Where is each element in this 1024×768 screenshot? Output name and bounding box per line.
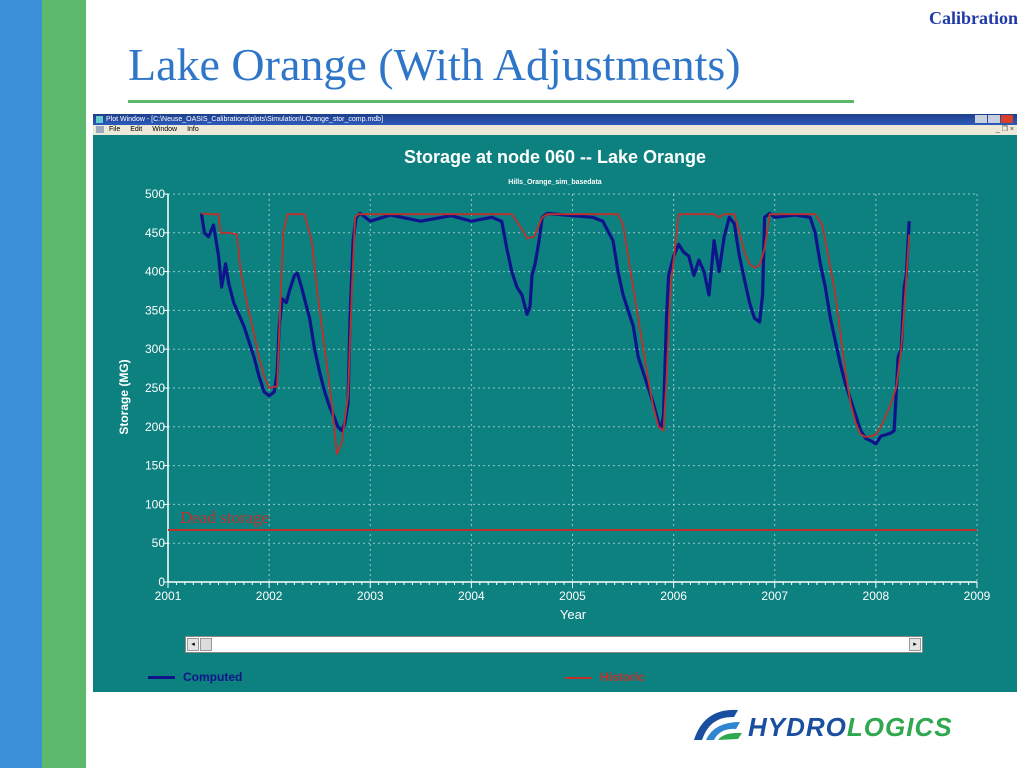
mdi-window-controls[interactable]: _ ❐ × [995, 126, 1014, 133]
y-tick-label: 450 [145, 226, 165, 240]
storage-chart: 0 50 100 150 200 250 300 350 400 450 500 2001 2002 20… [145, 187, 991, 603]
legend-historic: Historic [565, 670, 645, 684]
menu-file[interactable]: File [108, 126, 121, 133]
chart-subtitle: Hills_Orange_sim_basedata [508, 179, 602, 186]
y-tick-label: 500 [145, 187, 165, 201]
slide-title: Lake Orange (With Adjustments) [128, 39, 741, 90]
x-tick-label: 2007 [761, 589, 788, 603]
y-tick-label: 350 [145, 303, 165, 317]
legend-computed: Computed [148, 670, 242, 684]
chart-title: Storage at node 060 -- Lake Orange [403, 147, 707, 167]
y-tick-label: 400 [145, 265, 165, 279]
window-titlebar[interactable]: Plot Window - [C:\Neuse_OASIS_Calibratio… [93, 114, 1017, 125]
scroll-thumb[interactable] [200, 638, 212, 651]
menu-edit[interactable]: Edit [130, 126, 143, 133]
legend-computed-label: Computed [183, 670, 243, 684]
legend-computed-swatch [148, 676, 175, 680]
window-controls [974, 115, 1013, 127]
hydrologics-wave-icon [694, 709, 742, 740]
section-label: Calibration [928, 8, 1018, 28]
logo-wordmark: HYDROLOGICS [748, 712, 953, 743]
menu-bar: File Edit Window Info _ ❐ × [93, 125, 1017, 135]
y-tick-label: 0 [158, 575, 165, 589]
y-tick-label: 300 [145, 342, 165, 356]
series-line-computed [199, 211, 911, 446]
dead-storage-label: Dead storage [180, 508, 269, 527]
logo-text-logics: LOGICS [846, 712, 953, 742]
series-line-historic [201, 212, 911, 455]
x-tick-label: 2005 [559, 589, 586, 603]
y-tick-label: 50 [152, 536, 166, 550]
menu-info[interactable]: Info [187, 126, 199, 133]
y-tick-label: 200 [145, 420, 165, 434]
document-icon [96, 126, 104, 133]
menu-window[interactable]: Window [152, 126, 178, 133]
x-tick-label: 2004 [458, 589, 485, 603]
hydrologics-logo: HYDROLOGICS [690, 702, 980, 752]
left-accent-bar-green [42, 0, 86, 768]
y-tick-label: 150 [145, 459, 165, 473]
legend-historic-label: Historic [600, 670, 645, 684]
x-tick-label: 2006 [660, 589, 687, 603]
x-tick-label: 2001 [155, 589, 182, 603]
maximize-icon[interactable] [988, 115, 1000, 123]
x-tick-label: 2008 [863, 589, 890, 603]
x-axis-label: Year [559, 607, 587, 622]
minimize-icon[interactable] [975, 115, 987, 123]
scroll-left-arrow-icon[interactable]: ◂ [187, 638, 199, 651]
x-tick-label: 2009 [964, 589, 991, 603]
left-accent-bar-blue [0, 0, 42, 768]
y-tick-label: 100 [145, 497, 165, 511]
legend-historic-swatch [565, 676, 592, 679]
window-title: Plot Window - [C:\Neuse_OASIS_Calibratio… [106, 116, 384, 123]
x-tick-label: 2002 [256, 589, 283, 603]
y-tick-label: 250 [145, 381, 165, 395]
plot-window: Plot Window - [C:\Neuse_OASIS_Calibratio… [93, 114, 1017, 692]
logo-text-hydro: HYDRO [748, 712, 847, 742]
scroll-right-arrow-icon[interactable]: ▸ [909, 638, 921, 651]
x-tick-label: 2003 [357, 589, 384, 603]
app-icon [96, 116, 103, 123]
title-underline [128, 100, 854, 103]
close-icon[interactable] [1001, 115, 1013, 123]
horizontal-scrollbar[interactable]: ◂ ▸ [185, 636, 923, 653]
